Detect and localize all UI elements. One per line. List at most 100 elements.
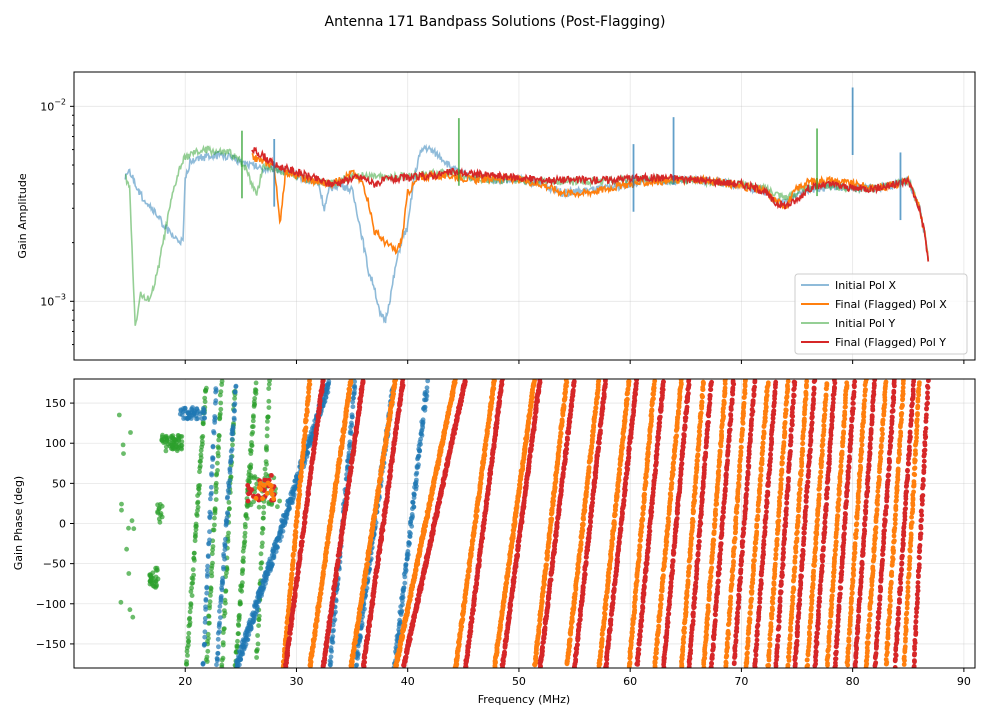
phase-point	[207, 599, 213, 605]
phase-point	[558, 431, 564, 436]
phase-point	[598, 649, 603, 654]
phase-point	[779, 467, 785, 473]
phase-point	[863, 379, 869, 383]
phase-point	[670, 471, 676, 477]
phase-point	[187, 620, 193, 625]
phase-point	[708, 574, 714, 579]
phase-point	[768, 621, 774, 626]
phase-point	[222, 556, 228, 562]
phase-point	[291, 492, 297, 498]
phase-point	[323, 395, 329, 400]
phase-point	[391, 391, 396, 397]
phase-point	[707, 583, 713, 588]
phase-point	[216, 629, 222, 634]
phase-point	[763, 397, 769, 402]
phase-point	[855, 504, 861, 509]
phase-point	[284, 516, 289, 521]
phase-point	[610, 536, 616, 542]
phase-point	[238, 656, 244, 662]
phase-point	[303, 425, 309, 431]
phase-point	[259, 530, 265, 536]
phase-point	[866, 622, 872, 628]
phase-point	[709, 565, 715, 571]
phase-point	[745, 636, 751, 641]
phase-point	[248, 451, 254, 456]
phase-point	[749, 584, 755, 590]
phase-point	[233, 383, 239, 389]
phase-point	[260, 526, 266, 532]
phase-point	[526, 420, 532, 426]
phase-point	[333, 598, 339, 604]
phase-point	[219, 587, 225, 593]
phase-point	[778, 491, 784, 497]
phase-point	[753, 545, 758, 551]
phase-point	[701, 380, 706, 386]
phase-point	[698, 410, 704, 416]
phase-plot-area	[116, 379, 931, 668]
phase-point	[256, 617, 262, 623]
phase-point	[792, 554, 798, 560]
phase-point	[838, 468, 844, 474]
phase-point	[653, 655, 659, 661]
phase-point	[736, 480, 741, 486]
phase-point	[482, 453, 488, 458]
phase-point	[795, 529, 800, 535]
legend-label-final-y: Final (Flagged) Pol Y	[835, 336, 946, 349]
phase-point	[196, 490, 202, 496]
phase-point	[771, 586, 777, 592]
phase-point	[772, 561, 778, 567]
phase-point	[627, 660, 633, 665]
phase-point	[810, 582, 816, 588]
phase-point	[668, 491, 673, 496]
phase-point	[619, 442, 625, 448]
phase-point	[287, 506, 292, 511]
phase-point	[265, 419, 270, 424]
phase-point	[241, 559, 246, 565]
phase-point	[207, 515, 213, 521]
phase-point	[365, 561, 370, 567]
phase-point	[352, 385, 358, 391]
phase-point	[827, 619, 833, 625]
phase-point	[297, 488, 302, 494]
phase-point	[867, 611, 873, 617]
phase-point	[189, 593, 195, 598]
phase-point	[791, 585, 796, 591]
phase-point	[803, 390, 809, 396]
phase-point	[791, 574, 797, 579]
phase-point	[266, 405, 272, 410]
phase-point	[262, 466, 268, 472]
phase-point	[261, 510, 267, 516]
phase-point	[239, 588, 245, 594]
phase-point	[792, 565, 798, 571]
phase-point	[658, 594, 664, 599]
phase-point	[280, 528, 286, 534]
phase-point	[452, 379, 458, 385]
phase-point	[773, 552, 779, 557]
phase-point	[260, 515, 266, 521]
phase-point	[824, 381, 830, 386]
phase-point	[491, 379, 497, 383]
phase-point	[208, 496, 213, 502]
phase-point	[210, 544, 216, 549]
phase-point	[685, 578, 691, 584]
phase-point	[223, 536, 228, 542]
phase-point	[788, 624, 793, 630]
phase-point	[749, 596, 754, 602]
phase-point	[813, 545, 819, 551]
phase-point	[213, 497, 219, 502]
phase-point	[405, 549, 411, 554]
phase-point	[232, 389, 238, 395]
phase-point	[787, 633, 793, 638]
phase-point	[850, 590, 855, 596]
phase-point	[402, 580, 408, 586]
phase-point	[632, 604, 637, 610]
phase-point	[217, 411, 223, 417]
phase-point	[634, 578, 640, 584]
phase-point	[827, 631, 832, 637]
phase-point	[590, 429, 596, 435]
phase-point	[398, 619, 403, 625]
phase-point	[706, 597, 712, 602]
phase-point	[204, 567, 210, 573]
phase-point	[408, 590, 414, 596]
